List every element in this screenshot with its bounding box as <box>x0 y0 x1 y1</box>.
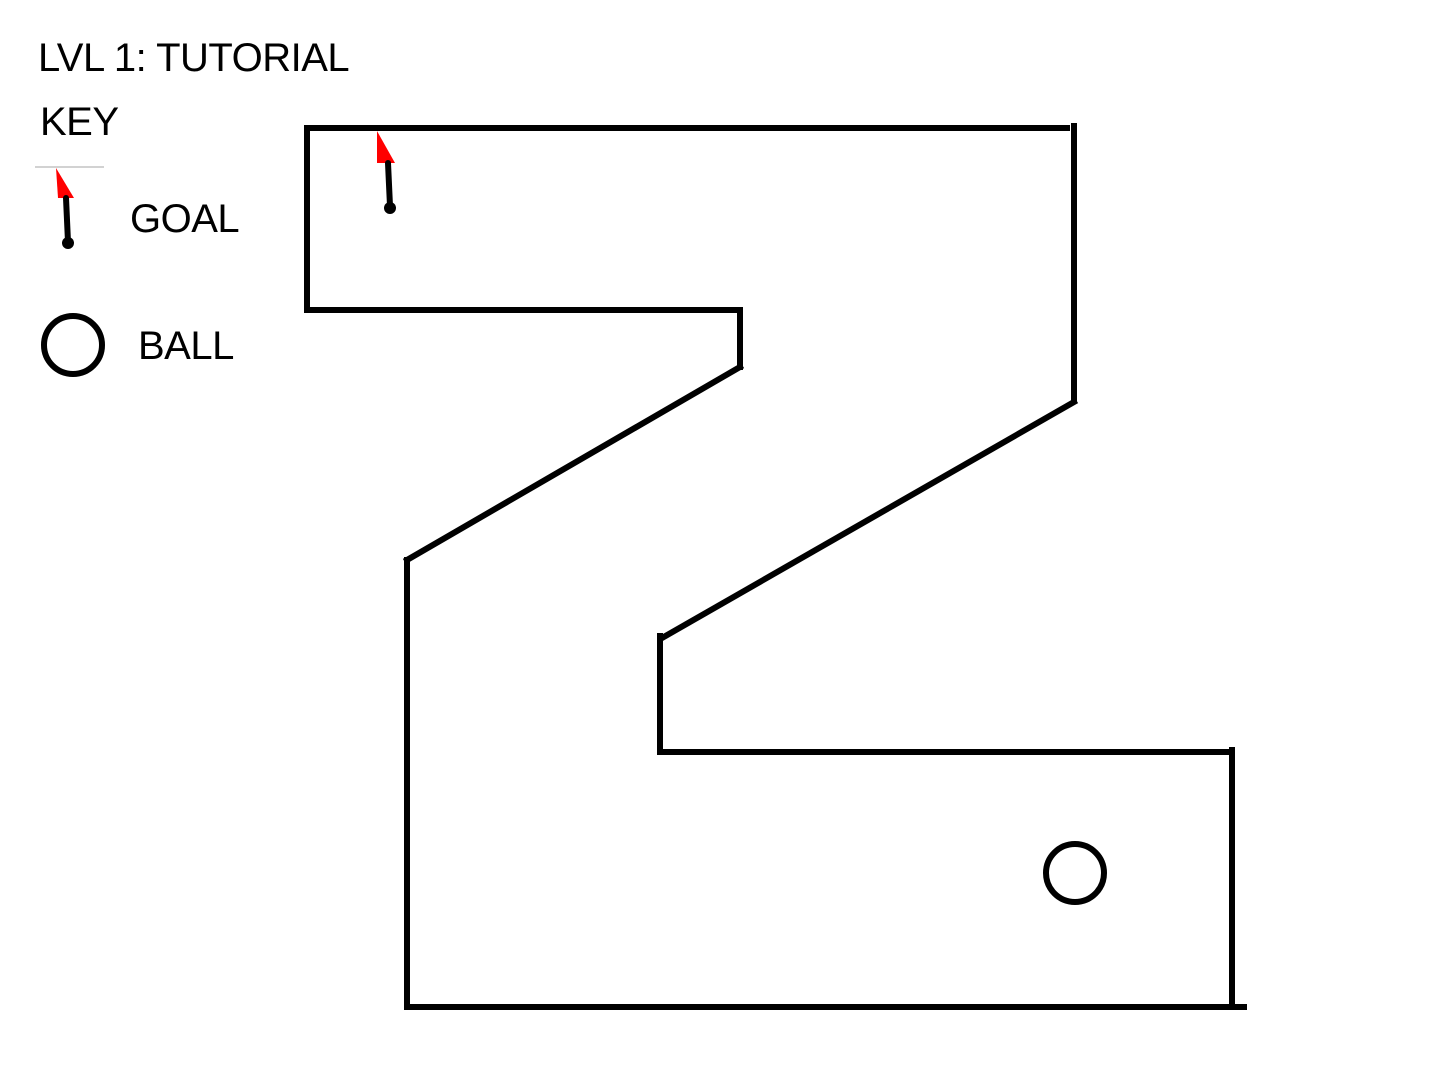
ball-icon <box>41 313 105 377</box>
key-heading: KEY <box>40 100 119 144</box>
goal-flag-icon <box>56 168 74 249</box>
goal-flag-icon <box>377 131 396 214</box>
course-walls <box>304 123 1247 1010</box>
ball[interactable] <box>1043 841 1107 905</box>
key-legend <box>35 166 105 377</box>
goal-hole <box>384 202 396 214</box>
goal-flag-pennant <box>56 168 74 198</box>
goal-flag-pole <box>385 160 393 209</box>
goal-flag-pole <box>63 195 71 245</box>
key-ball-label: BALL <box>138 324 234 368</box>
wall-right-diagonal <box>657 397 1079 643</box>
goal-flag-pennant <box>377 131 395 163</box>
key-goal-label: GOAL <box>130 197 240 241</box>
wall-left-diagonal <box>402 362 745 565</box>
goal-flag-base <box>62 237 74 249</box>
level-title: LVL 1: TUTORIAL <box>38 36 350 80</box>
